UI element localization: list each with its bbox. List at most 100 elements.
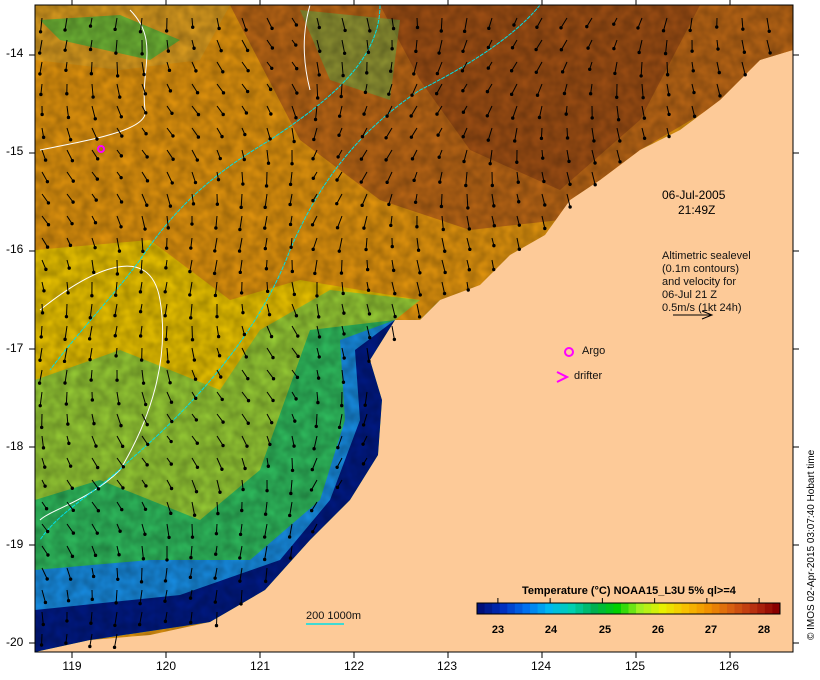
velocity-arrow xyxy=(265,567,268,582)
arrow-head xyxy=(564,112,568,116)
arrow-head xyxy=(40,112,44,117)
arrow-head xyxy=(767,29,771,34)
arrow-head xyxy=(462,159,466,164)
arrow-head xyxy=(246,376,250,381)
velocity-arrow xyxy=(240,523,243,535)
arrow-head xyxy=(462,29,467,34)
arrow-head xyxy=(517,223,522,227)
arrow-head xyxy=(241,487,245,492)
arrow-head xyxy=(362,112,366,116)
arrow-head xyxy=(66,291,70,295)
arrow-head xyxy=(163,599,167,603)
arrow-head xyxy=(543,203,547,207)
arrow-head xyxy=(562,91,567,96)
arrow-head xyxy=(266,161,271,165)
arrow-head xyxy=(46,222,51,227)
arrow-head xyxy=(318,49,322,53)
velocity-arrow xyxy=(39,61,43,74)
velocity-arrow xyxy=(191,347,195,361)
arrow-head xyxy=(413,200,418,204)
velocity-arrow xyxy=(115,281,118,296)
velocity-arrow xyxy=(114,17,118,30)
arrow-head xyxy=(341,73,345,78)
colorbar-segment xyxy=(673,603,683,614)
arrow-head xyxy=(289,491,293,496)
velocity-arrow xyxy=(366,303,370,315)
velocity-arrow xyxy=(439,171,443,183)
arrow-head xyxy=(138,290,143,294)
arrow-head xyxy=(143,532,147,536)
arrow-head xyxy=(65,619,69,623)
arrow-head xyxy=(119,225,123,229)
colorbar-segment xyxy=(613,603,622,614)
arrow-head xyxy=(45,179,50,184)
arrow-head xyxy=(311,157,315,161)
arrow-head xyxy=(67,441,71,446)
colorbar-segment xyxy=(484,603,493,614)
velocity-arrow xyxy=(616,127,621,142)
argo-marker[interactable] xyxy=(564,347,574,357)
arrow-head xyxy=(195,158,200,162)
arrow-head xyxy=(145,442,150,447)
arrow-head xyxy=(164,337,168,342)
arrow-head xyxy=(461,135,465,139)
credit-text: © IMOS 02-Apr-2015 03:07:40 Hobart time xyxy=(806,449,817,640)
arrow-head xyxy=(265,289,270,294)
arrow-head xyxy=(216,177,221,182)
arrow-head xyxy=(535,93,540,97)
sealevel-contours xyxy=(39,4,311,521)
velocity-arrow xyxy=(291,435,295,447)
note-line: Altimetric sealevel xyxy=(662,250,751,262)
arrow-head xyxy=(220,134,224,139)
velocity-arrow xyxy=(89,325,93,339)
arrow-head xyxy=(692,114,697,119)
velocity-arrow xyxy=(39,347,43,361)
arrow-head xyxy=(316,400,320,405)
velocity-arrow xyxy=(91,435,97,447)
arrow-head xyxy=(316,376,321,380)
velocity-arrow xyxy=(240,589,243,604)
arrow-head xyxy=(534,70,539,74)
drifter-marker[interactable] xyxy=(556,371,570,383)
arrow-head xyxy=(295,375,300,380)
arrow-head xyxy=(269,112,273,116)
arrow-head xyxy=(245,48,250,53)
argo-float-marker[interactable] xyxy=(97,145,105,153)
colorbar-segment xyxy=(530,603,539,614)
arrow-head xyxy=(213,293,218,298)
velocity-arrow xyxy=(166,171,173,184)
arrow-head xyxy=(268,87,273,92)
velocity-arrow xyxy=(491,193,495,206)
arrow-head xyxy=(337,114,342,118)
arrow-head xyxy=(215,202,220,206)
arrow-head xyxy=(366,288,371,292)
velocity-arrow xyxy=(214,237,218,251)
arrow-head xyxy=(486,138,490,142)
velocity-arrow xyxy=(216,325,220,337)
arrow-head xyxy=(442,291,447,296)
velocity-arrow xyxy=(388,83,393,95)
arrow-head xyxy=(287,535,292,539)
velocity-arrow xyxy=(340,83,343,97)
velocity-arrow xyxy=(66,171,74,182)
velocity-arrow xyxy=(385,149,393,161)
arrow-head xyxy=(363,403,367,407)
arrow-head xyxy=(317,335,322,339)
velocity-arrow xyxy=(240,193,243,208)
arrow-head xyxy=(114,601,118,605)
note-line: and velocity for xyxy=(662,276,736,288)
arrow-head xyxy=(41,135,46,140)
velocity-arrow xyxy=(89,347,93,360)
velocity-arrow xyxy=(191,149,198,161)
arrow-head xyxy=(337,133,341,137)
colorbar-segment xyxy=(704,603,713,614)
velocity-arrow xyxy=(41,567,48,580)
velocity-arrow xyxy=(441,237,446,252)
colorbar-segment xyxy=(537,603,546,614)
arrow-head xyxy=(311,530,315,534)
arrow-head xyxy=(191,25,195,29)
velocity-arrow xyxy=(241,413,249,424)
arrow-head xyxy=(238,556,242,560)
arrow-head xyxy=(716,47,720,51)
